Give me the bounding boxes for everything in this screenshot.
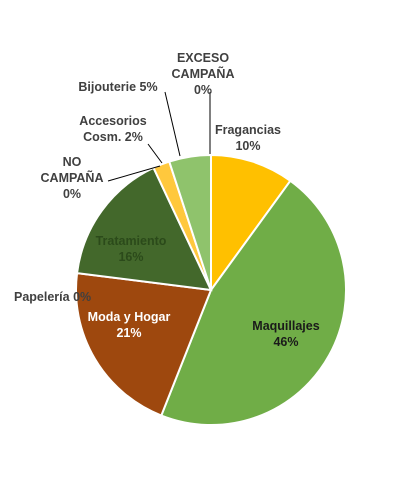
slice-label-line: Bijouterie 5% (78, 80, 157, 94)
slice-label-line: 10% (235, 139, 260, 153)
pie-slice (210, 153, 292, 294)
slice-label-line: NO (63, 155, 82, 169)
slice-label-line: Cosm. 2% (83, 130, 143, 144)
slice-label: NO CAMPAÑA 0% (41, 155, 104, 201)
leader-line (164, 91, 181, 157)
pie-slice (75, 271, 213, 417)
slice-label-line: Papelería 0% (14, 290, 91, 304)
slice-label-line: Moda y Hogar (88, 310, 171, 324)
slice-label: EXCESO CAMPAÑA 0% (172, 51, 235, 97)
slice-label-line: 21% (116, 326, 141, 340)
slice-label: Accesorios Cosm. 2% (79, 114, 146, 144)
slice-label-line: Fragancias (215, 123, 281, 137)
slice-label-line: 46% (273, 335, 298, 349)
slice-label-line: 0% (63, 187, 81, 201)
slice-label: Maquillajes 46% (252, 319, 319, 349)
slice-label-line: Tratamiento (96, 234, 167, 248)
leader-line (107, 165, 161, 182)
slice-label-line: 16% (118, 250, 143, 264)
slice-label: Tratamiento 16% (96, 234, 167, 264)
slice-label-line: EXCESO (177, 51, 229, 65)
slice-label-line: Maquillajes (252, 319, 319, 333)
slice-label-line: CAMPAÑA (172, 66, 235, 81)
slice-label-line: Accesorios (79, 114, 146, 128)
pie-slice (168, 153, 212, 291)
pie-slice (160, 179, 347, 426)
pie-slice (75, 166, 213, 292)
slice-label: Moda y Hogar 21% (88, 310, 171, 340)
slice-label: Papelería 0% (14, 290, 91, 304)
slice-label: Bijouterie 5% (78, 80, 157, 94)
slice-label: Fragancias 10% (215, 123, 281, 153)
slice-label-line: CAMPAÑA (41, 170, 104, 185)
leader-line (147, 143, 163, 164)
slice-label-line: 0% (194, 83, 212, 97)
